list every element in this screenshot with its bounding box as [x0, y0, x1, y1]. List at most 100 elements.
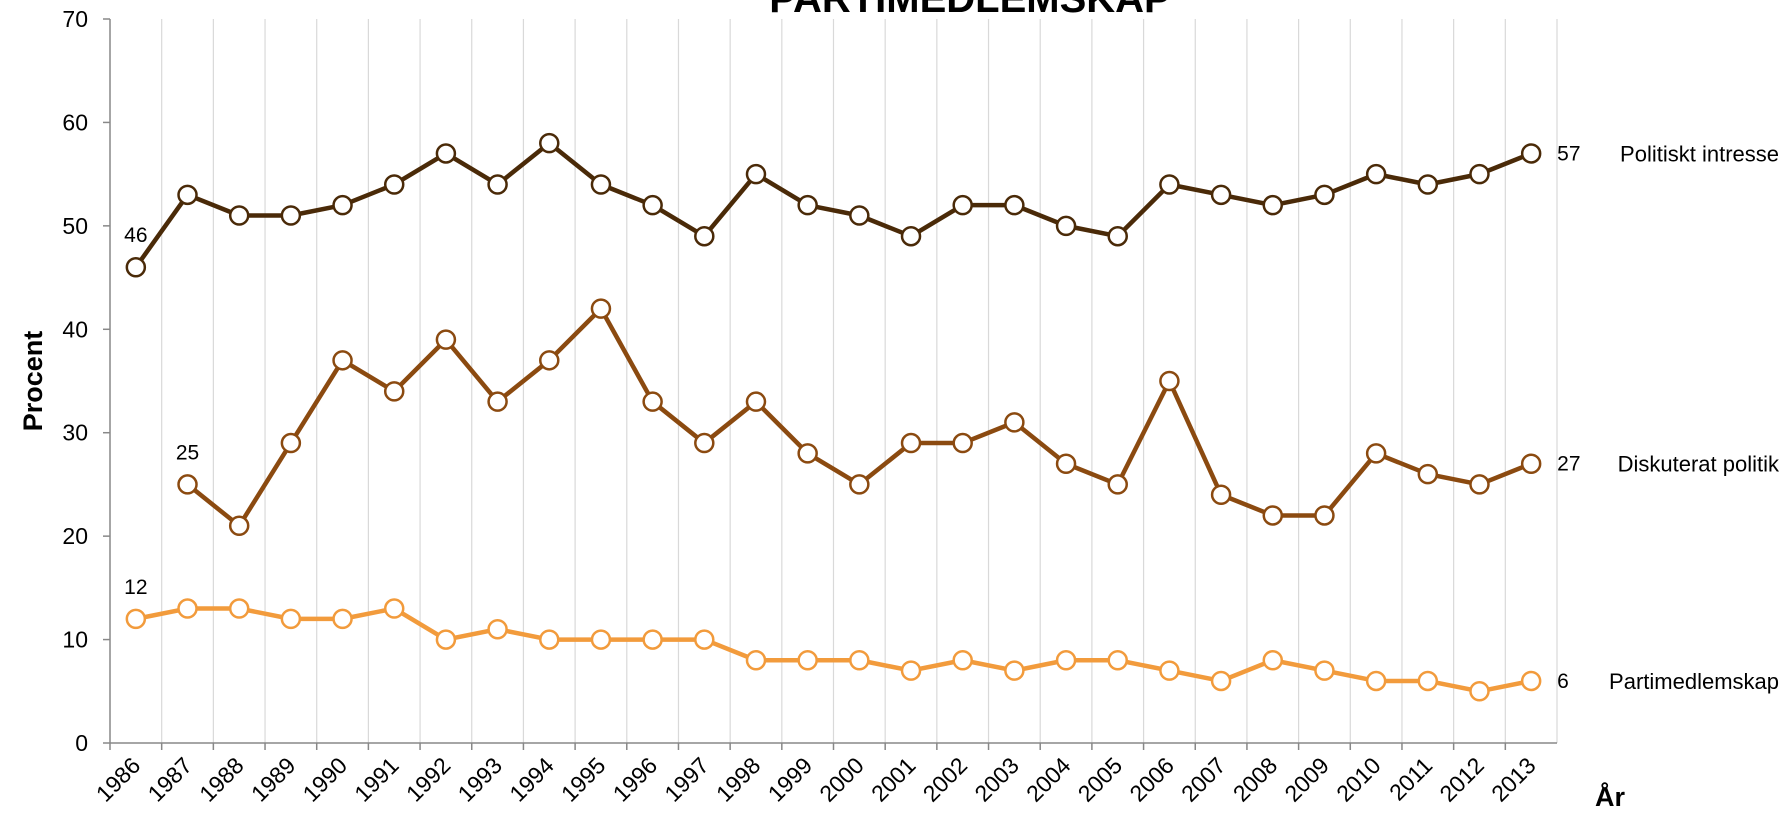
x-tick-label: 2011	[1384, 752, 1437, 805]
point	[1314, 505, 1335, 526]
y-tick-label: 10	[62, 627, 88, 653]
point	[1004, 412, 1025, 433]
point	[1004, 194, 1025, 216]
point	[1159, 660, 1180, 681]
point	[1107, 474, 1128, 495]
point	[1314, 660, 1335, 681]
point	[1469, 163, 1490, 185]
point	[745, 391, 767, 412]
point	[1520, 670, 1542, 692]
point	[745, 650, 767, 671]
point	[849, 205, 870, 226]
point	[1520, 143, 1542, 164]
point	[590, 174, 612, 195]
y-tick-label: 70	[62, 6, 88, 32]
data-label: 46	[124, 224, 147, 247]
point	[228, 205, 250, 226]
x-tick-label: 2008	[1228, 752, 1283, 807]
series-name: Politiskt intresse	[1620, 141, 1779, 166]
x-tick-label: 2000	[814, 752, 869, 807]
point	[1314, 184, 1335, 206]
point	[1055, 650, 1077, 671]
chart-title: PARTIMEDLEMSKAP	[769, 0, 1170, 21]
point	[177, 598, 198, 619]
x-tick-label: 2001	[866, 752, 921, 807]
y-tick-label: 30	[62, 420, 88, 446]
point	[900, 432, 922, 454]
series-line	[135, 606, 1532, 694]
point	[177, 474, 198, 495]
point	[745, 163, 767, 185]
x-tick-label: 1989	[246, 752, 301, 807]
x-tick-label: 2004	[1021, 752, 1076, 807]
point	[1159, 370, 1180, 392]
x-tick-label: 1990	[298, 752, 353, 807]
point	[797, 194, 818, 216]
point	[383, 598, 405, 619]
point	[177, 184, 198, 206]
point	[642, 629, 663, 650]
point	[228, 598, 250, 619]
point	[694, 225, 715, 247]
point	[1469, 474, 1490, 495]
x-tick-label: 2006	[1124, 752, 1179, 807]
x-tick-label: 1986	[91, 752, 146, 807]
point	[797, 443, 818, 464]
point	[1210, 484, 1232, 506]
point	[1520, 453, 1542, 474]
x-tick-label: 2009	[1279, 752, 1334, 807]
point	[1417, 463, 1439, 485]
point	[900, 660, 922, 681]
point	[1210, 184, 1232, 206]
point	[694, 629, 715, 650]
data-label: 6	[1557, 670, 1569, 693]
x-tick-label: 2003	[969, 752, 1024, 807]
x-tick-label: 2010	[1331, 752, 1386, 807]
point	[383, 381, 405, 402]
point	[435, 143, 457, 164]
x-tick-label: 1996	[608, 752, 663, 807]
point	[1262, 194, 1284, 216]
x-tick-label: 1993	[453, 752, 508, 807]
point	[332, 608, 353, 630]
x-tick-label: 1999	[763, 752, 818, 807]
x-tick-label: 2005	[1073, 752, 1128, 807]
x-tick-label: 1997	[659, 752, 714, 807]
series-line	[134, 140, 1532, 269]
y-tick-label: 50	[62, 213, 88, 239]
point	[849, 650, 870, 671]
point	[590, 298, 612, 319]
point	[228, 515, 250, 537]
point	[383, 174, 405, 195]
point	[900, 225, 922, 247]
x-tick-label: 2007	[1176, 752, 1231, 807]
point	[952, 432, 973, 454]
series-name: Diskuterat politik	[1618, 452, 1780, 477]
point	[797, 650, 818, 671]
point	[1365, 443, 1387, 464]
point	[1107, 225, 1128, 247]
point	[1417, 174, 1439, 195]
point	[590, 629, 612, 650]
point	[280, 432, 302, 454]
x-tick-label: 1995	[556, 752, 611, 807]
point	[1469, 681, 1490, 702]
point	[849, 474, 870, 495]
x-tick-label: 2013	[1486, 752, 1541, 807]
point	[952, 194, 973, 216]
point	[125, 608, 147, 630]
point	[1365, 670, 1387, 692]
y-tick-label: 60	[62, 109, 88, 135]
point	[1365, 163, 1387, 185]
x-axis-label: År	[1595, 781, 1625, 812]
point	[487, 174, 508, 195]
y-tick-label: 40	[62, 316, 88, 342]
y-tick-label: 0	[75, 730, 88, 756]
point	[1262, 650, 1284, 671]
point	[280, 608, 302, 630]
point	[435, 629, 457, 650]
point	[539, 350, 560, 371]
x-tick-label: 1992	[401, 752, 456, 807]
point	[642, 391, 663, 412]
